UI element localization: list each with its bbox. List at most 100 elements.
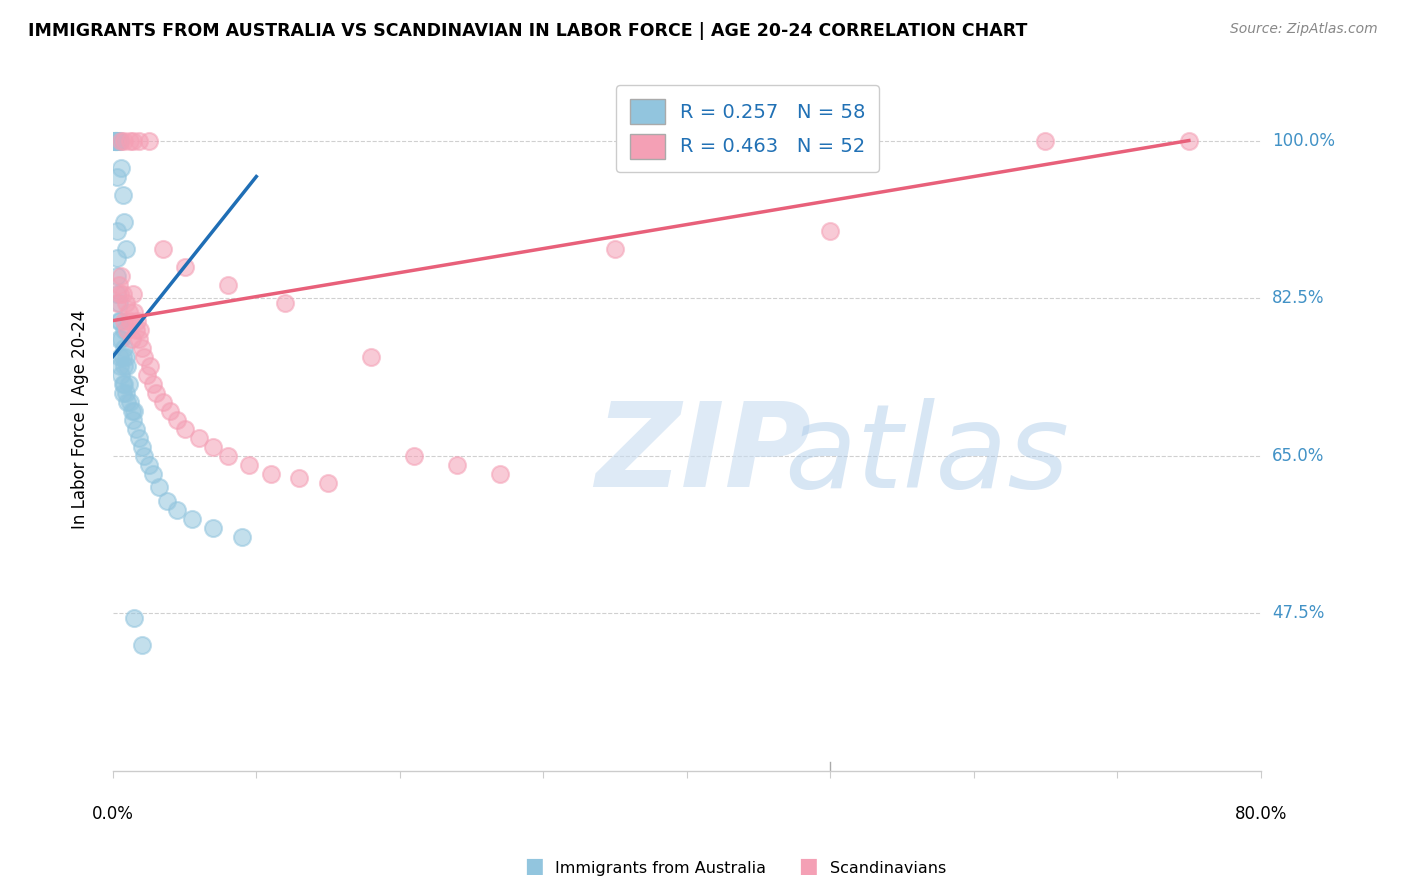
Point [107,332,129,346]
Point [139,359,162,373]
Point [125,422,148,436]
Point [117,304,139,318]
Point [142,467,165,481]
Text: Scandinavians: Scandinavians [830,861,946,876]
Text: atlas: atlas [785,398,1070,512]
Point [138,134,160,148]
Point [112,323,135,337]
Point [110,332,132,346]
Point [120,313,142,327]
Point [159,403,181,417]
Point [104,134,127,148]
Point [103,134,125,148]
Point [156,493,179,508]
Point [238,458,260,472]
Point [231,530,253,544]
Text: Source: ZipAtlas.com: Source: ZipAtlas.com [1230,22,1378,37]
Point [112,376,135,391]
Point [108,350,131,364]
Point [103,134,125,148]
Text: IMMIGRANTS FROM AUSTRALIA VS SCANDINAVIAN IN LABOR FORCE | AGE 20-24 CORRELATION: IMMIGRANTS FROM AUSTRALIA VS SCANDINAVIA… [28,22,1028,40]
Legend: R = 0.257   N = 58, R = 0.463   N = 52: R = 0.257 N = 58, R = 0.463 N = 52 [616,86,879,172]
Point [107,313,129,327]
Point [114,350,136,364]
Point [115,323,138,337]
Point [105,134,128,148]
Text: ■: ■ [524,856,544,876]
Text: ■: ■ [799,856,818,876]
Point [128,431,150,445]
Point [131,638,153,652]
Text: Immigrants from Australia: Immigrants from Australia [555,861,766,876]
Point [360,350,382,364]
Point [260,467,283,481]
Point [111,187,134,202]
Point [114,295,136,310]
Point [104,134,127,148]
Point [110,368,132,382]
Point [166,412,188,426]
Text: ZIP: ZIP [595,397,811,512]
Point [104,134,127,148]
Point [166,502,188,516]
Point [115,359,138,373]
Y-axis label: In Labor Force | Age 20-24: In Labor Force | Age 20-24 [72,310,89,529]
Point [131,341,153,355]
Point [134,350,156,364]
Point [274,295,297,310]
Point [108,359,131,373]
Point [105,169,128,184]
Point [111,350,134,364]
Point [489,467,512,481]
Point [105,251,128,265]
Point [202,440,225,454]
Text: 100.0%: 100.0% [1272,131,1334,150]
Point [138,458,160,472]
Point [107,277,129,292]
Point [142,376,165,391]
Text: 65.0%: 65.0% [1272,447,1324,465]
Text: 80.0%: 80.0% [1234,805,1286,823]
Point [148,480,170,494]
Point [217,449,239,463]
Point [1035,134,1057,148]
Point [105,268,128,283]
Point [117,376,139,391]
Point [125,323,148,337]
Point [152,242,174,256]
Point [316,475,339,490]
Point [120,134,142,148]
Point [112,214,135,228]
Point [1178,134,1201,148]
Point [112,359,135,373]
Point [136,368,159,382]
Point [110,161,132,175]
Point [114,385,136,400]
Point [288,471,311,485]
Point [173,422,195,436]
Point [103,134,125,148]
Point [105,223,128,237]
Point [145,385,167,400]
Point [122,286,145,301]
Point [105,295,128,310]
Point [217,277,239,292]
Point [124,403,146,417]
Point [105,286,128,301]
Point [112,313,135,327]
Point [187,431,209,445]
Point [404,449,426,463]
Point [121,332,143,346]
Point [173,260,195,274]
Point [446,458,468,472]
Point [104,134,127,148]
Text: 47.5%: 47.5% [1272,604,1324,623]
Point [111,385,134,400]
Point [180,511,202,525]
Point [110,268,132,283]
Point [107,134,129,148]
Point [129,323,152,337]
Text: 82.5%: 82.5% [1272,289,1324,307]
Point [202,521,225,535]
Point [134,449,156,463]
